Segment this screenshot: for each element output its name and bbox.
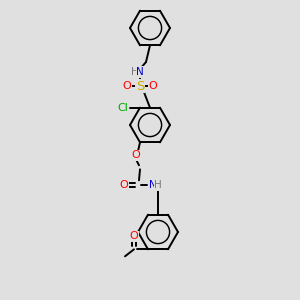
Text: O: O bbox=[148, 81, 158, 91]
Text: N: N bbox=[136, 67, 144, 77]
Text: O: O bbox=[130, 231, 138, 241]
Text: Cl: Cl bbox=[118, 103, 128, 113]
Text: H: H bbox=[131, 67, 139, 77]
Text: S: S bbox=[136, 80, 144, 92]
Text: H: H bbox=[154, 180, 162, 190]
Text: N: N bbox=[149, 180, 157, 190]
Text: O: O bbox=[123, 81, 131, 91]
Text: O: O bbox=[120, 180, 128, 190]
Text: O: O bbox=[132, 150, 140, 160]
